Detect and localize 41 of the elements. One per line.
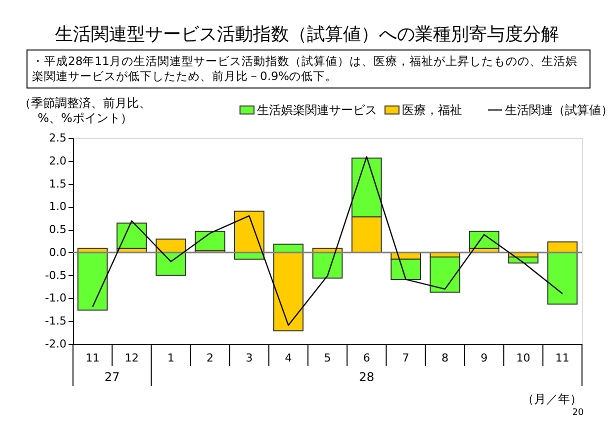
bar <box>508 256 538 264</box>
y-tick-label: -1.5 <box>45 314 66 328</box>
legend-label: 生活関連（試算値） <box>505 103 613 117</box>
x-tick-label: 5 <box>324 352 331 364</box>
chart-title: 生活関連型サービス活動指数（試算値）への業種別寄与度分解 <box>55 24 559 45</box>
x-tick-label: 11 <box>555 352 570 364</box>
text: 28 <box>359 370 374 384</box>
x-tick-label: 6 <box>363 352 370 364</box>
y-tick-label: -2.0 <box>45 338 66 350</box>
y-tick-label: 2.5 <box>49 132 66 144</box>
x-tick-label: 10 <box>516 352 530 364</box>
bar <box>77 252 108 311</box>
y-tick-label: 1.5 <box>49 177 66 190</box>
y-tick-label: 0.0 <box>49 246 66 259</box>
y-tick-label: 1.0 <box>49 200 66 214</box>
x-tick-label: 9 <box>480 352 488 364</box>
line-series <box>92 156 564 326</box>
legend-label: 生活娯楽関連サービス <box>257 103 377 117</box>
chart-subtitle: ・平成28年11月の生活関連型サービス活動指数（試算値）は、医療，福祉が上昇したものの、生活娯楽関連サービスが低下したため、前月比－0.9%の低下。 <box>32 54 578 83</box>
text: 27 <box>104 370 120 384</box>
y-tick-label: -1.0 <box>45 292 66 305</box>
x-tick-label: 7 <box>402 352 410 364</box>
bar <box>468 230 500 249</box>
legend-label: 医療，福祉 <box>402 103 462 117</box>
x-tick-label: 12 <box>124 352 139 364</box>
y-tick-label: 2.0 <box>49 154 66 168</box>
x-tick-label: 4 <box>284 352 292 364</box>
x-tick-label: 11 <box>86 352 100 364</box>
x-tick-label: 3 <box>246 352 253 364</box>
bar <box>430 256 460 293</box>
x-tick-label: 8 <box>441 352 448 364</box>
bar <box>116 222 147 249</box>
x-tick-label: 1 <box>167 352 174 364</box>
text: 20 <box>572 408 584 418</box>
y-tick-label: -0.5 <box>45 268 66 282</box>
y-tick-label: 0.5 <box>49 223 66 236</box>
y-axis-title: （季節調整済、前月比、 %、%ポイント） <box>19 96 151 125</box>
x-tick-label: 2 <box>206 352 214 364</box>
text: （月／年） <box>522 392 582 406</box>
bar <box>194 230 226 252</box>
bar <box>312 252 343 279</box>
